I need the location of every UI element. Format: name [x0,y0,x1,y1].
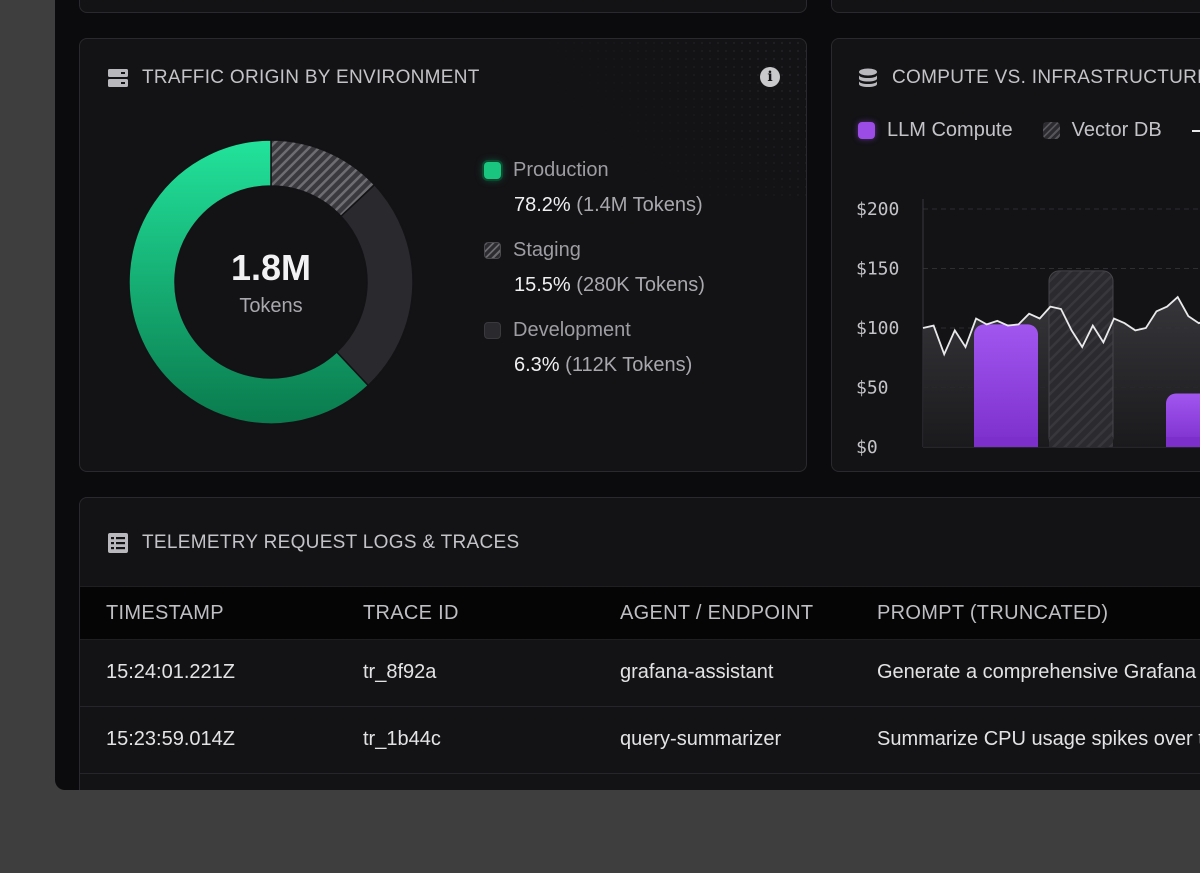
compute-legend: LLM Compute Vector DB [858,119,1200,142]
database-icon [859,68,877,87]
table-header: TIMESTAMP TRACE ID AGENT / ENDPOINT PROM… [80,586,1200,640]
donut-center: 1.8M Tokens [128,139,414,425]
legend-tokens: (112K Tokens) [565,354,693,376]
total-tokens-unit: Tokens [239,294,303,317]
top-right-card [831,0,1200,13]
y-tick-label: $50 [856,378,889,399]
vector-swatch [1042,122,1060,139]
cell-prompt: Summarize CPU usage spikes over the [877,728,1200,750]
list-icon [108,533,128,553]
column-header-prompt[interactable]: PROMPT (TRUNCATED) [877,602,1109,624]
infra-line[interactable] [922,295,1200,357]
compute-bar-chart: $0 $50 $100 $150 $200 Mon 17 [856,199,1200,469]
production-swatch [484,162,501,179]
legend-item-production[interactable]: Production 78.2% (1.4M Tokens) [484,159,705,217]
cell-prompt: Generate a comprehensive Grafana [877,661,1197,683]
y-tick-label: $0 [856,437,878,458]
compute-infra-card: COMPUTE VS. INFRASTRUCTURE LLM Compute V… [831,38,1200,472]
y-tick-label: $100 [856,318,899,339]
donut-slice-production[interactable] [128,139,370,425]
server-icon [108,69,128,87]
bar-llm-compute[interactable] [1166,393,1200,447]
dot-pattern [546,39,806,199]
y-tick-label: $150 [856,259,899,280]
bar-base [974,437,1038,447]
cell-agent: grafana-assistant [620,661,774,683]
legend-label: Development [513,319,631,341]
legend-tokens: (1.4M Tokens) [576,194,703,216]
legend-percent: 15.5% [514,274,571,296]
info-icon[interactable]: i [760,67,780,87]
traffic-origin-header: TRAFFIC ORIGIN BY ENVIRONMENT [108,67,480,89]
legend-label: Production [513,159,609,181]
traffic-origin-card: TRAFFIC ORIGIN BY ENVIRONMENT i 1.8M Tok… [79,38,807,472]
table-row[interactable]: 15:24:01.221Z tr_8f92a grafana-assistant… [80,640,1200,707]
cell-timestamp: 15:24:01.221Z [106,661,235,683]
legend-item-staging[interactable]: Staging 15.5% (280K Tokens) [484,239,705,297]
compute-infra-header: COMPUTE VS. INFRASTRUCTURE [858,67,1200,89]
legend-item-vector[interactable]: Vector DB [1042,119,1162,142]
development-swatch [484,322,501,339]
cell-trace-id: tr_8f92a [363,661,437,683]
dashboard-app: TRAFFIC ORIGIN BY ENVIRONMENT i 1.8M Tok… [55,0,1200,790]
legend-item-llm[interactable]: LLM Compute [858,119,1013,142]
legend-percent: 6.3% [514,354,560,376]
legend-label: LLM Compute [887,119,1013,141]
x-tick-label: Mon 17 [979,467,1044,469]
environment-legend: Production 78.2% (1.4M Tokens) Staging 1… [484,159,705,399]
bar-llm-compute[interactable] [974,324,1038,447]
y-tick-label: $200 [856,199,899,220]
legend-item-development[interactable]: Development 6.3% (112K Tokens) [484,319,705,377]
traffic-origin-title: TRAFFIC ORIGIN BY ENVIRONMENT [142,67,480,88]
column-header-trace-id[interactable]: TRACE ID [363,602,459,624]
legend-item-line[interactable] [1191,119,1200,142]
column-header-agent[interactable]: AGENT / ENDPOINT [620,602,814,624]
telemetry-logs-card: TELEMETRY REQUEST LOGS & TRACES TIMESTAM… [79,497,1200,790]
cell-trace-id: tr_1b44c [363,728,441,750]
legend-tokens: (280K Tokens) [576,274,705,296]
staging-swatch [484,242,501,259]
line-swatch [1191,130,1200,132]
bar-vector-db[interactable] [1048,270,1114,448]
top-left-card [79,0,807,13]
column-header-timestamp[interactable]: TIMESTAMP [106,602,224,624]
donut-chart [128,139,414,425]
table-row[interactable]: 15:23:59.014Z tr_1b44c query-summarizer … [80,707,1200,774]
legend-percent: 78.2% [514,194,571,216]
compute-infra-title: COMPUTE VS. INFRASTRUCTURE [892,67,1200,88]
telemetry-logs-title: TELEMETRY REQUEST LOGS & TRACES [142,532,520,553]
total-tokens-value: 1.8M [230,246,312,288]
bar-base [1049,437,1113,447]
cell-timestamp: 15:23:59.014Z [106,728,235,750]
cell-agent: query-summarizer [620,728,782,750]
telemetry-logs-header: TELEMETRY REQUEST LOGS & TRACES [108,532,519,554]
legend-label: Staging [513,239,581,261]
bar-base [1166,437,1200,447]
llm-swatch [858,122,875,139]
legend-label: Vector DB [1071,119,1162,141]
